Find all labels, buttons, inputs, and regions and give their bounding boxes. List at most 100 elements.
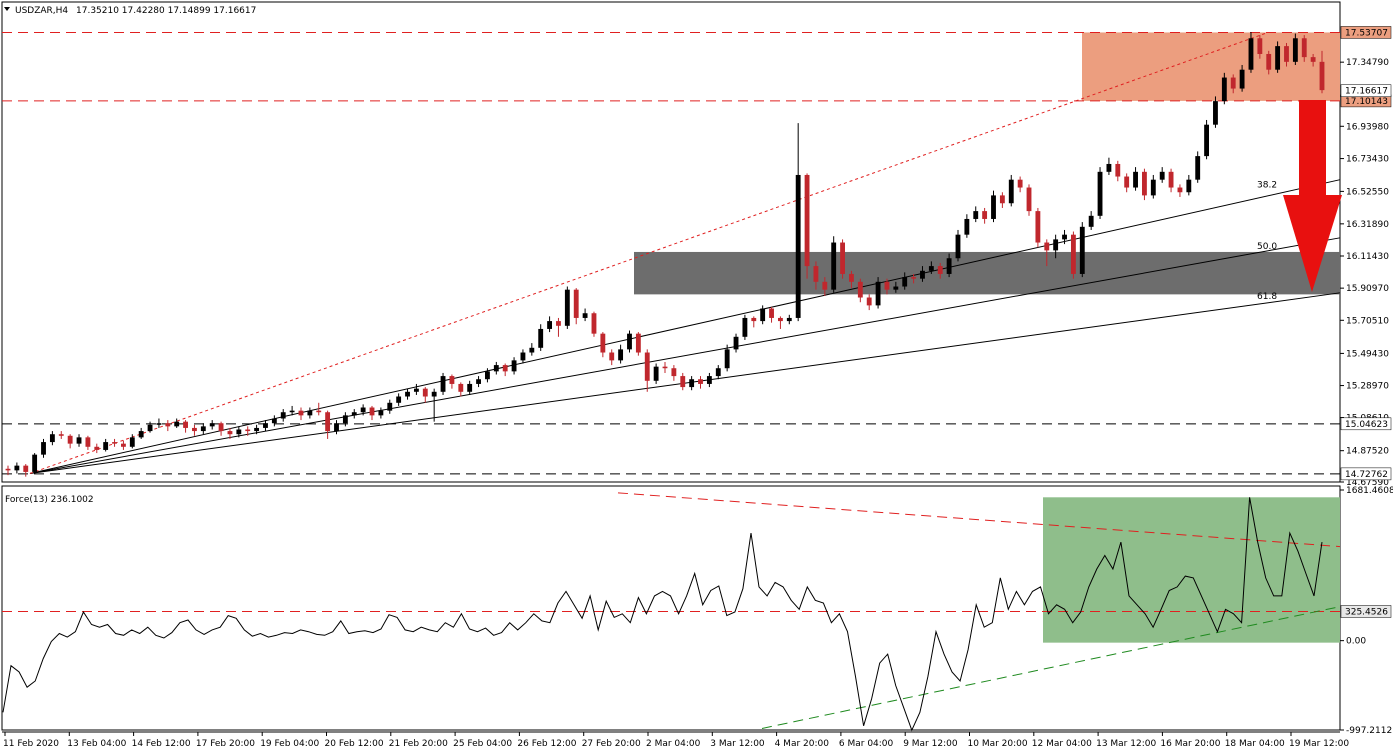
candle-body [271, 418, 277, 424]
candle [192, 424, 197, 436]
candle-body [1275, 46, 1281, 70]
candle-body [662, 366, 668, 369]
candle [1106, 157, 1112, 175]
candle-body [1248, 38, 1254, 70]
candle [254, 424, 260, 435]
candle-body [405, 391, 410, 397]
candle-body [689, 379, 695, 388]
candle [813, 261, 819, 290]
candle-body [573, 289, 579, 318]
candle-body [857, 281, 863, 298]
candle [1150, 174, 1156, 199]
candle [1159, 167, 1165, 183]
candle-body [1026, 187, 1032, 212]
symbol-dropdown-icon[interactable] [4, 7, 10, 11]
candle [458, 382, 464, 397]
candle-body [653, 366, 659, 381]
candle-body [1150, 179, 1156, 196]
candle [174, 418, 180, 428]
candle-body [911, 277, 917, 279]
candle [511, 357, 517, 375]
price-level-label: 17.53707 [1345, 28, 1388, 38]
candle [49, 431, 55, 446]
candle [671, 365, 677, 381]
price-level-tag [1340, 84, 1392, 97]
candle [866, 294, 872, 311]
candle [449, 374, 455, 389]
time-tick-label: 13 Feb 04:00 [67, 739, 126, 749]
time-tick-label: 27 Feb 20:00 [582, 739, 641, 749]
resistance-zone [1082, 32, 1340, 101]
candle-body [973, 211, 979, 219]
candle-body [866, 297, 872, 306]
down-arrow-head [1283, 195, 1342, 292]
candle [298, 407, 304, 421]
candle-body [76, 437, 82, 444]
force-level-tag [1340, 605, 1392, 618]
candle-body [49, 434, 55, 443]
candle [698, 376, 703, 389]
time-tick-label: 18 Mar 04:00 [1225, 739, 1285, 749]
candle [280, 409, 286, 422]
price-tick-label: 14.87520 [1346, 447, 1389, 457]
time-tick-label: 17 Feb 20:00 [196, 739, 255, 749]
candle [147, 421, 153, 433]
candle-body [120, 443, 126, 447]
candle [547, 316, 553, 333]
candle-body [156, 423, 162, 425]
candle [5, 465, 11, 476]
candle [156, 418, 162, 428]
candle [227, 427, 233, 439]
candle [618, 344, 624, 364]
candle-body [609, 352, 615, 361]
candle-body [982, 211, 988, 219]
candle-body [831, 242, 837, 290]
candle [129, 434, 135, 449]
candle [245, 426, 251, 436]
candle-body [1177, 187, 1183, 193]
candle [1204, 119, 1210, 160]
candle-body [1097, 171, 1103, 216]
candle [973, 206, 979, 223]
candle-body [777, 317, 783, 322]
time-tick-label: 6 Mar 04:00 [839, 739, 894, 749]
candle [1115, 160, 1121, 182]
candle [715, 365, 721, 380]
candle-body [1062, 234, 1067, 240]
candle-body [1319, 61, 1325, 91]
fib-fan-line [29, 237, 1341, 474]
candle-body [1159, 171, 1165, 180]
candle [1070, 231, 1076, 279]
candle [777, 316, 783, 329]
candle-body [564, 289, 570, 326]
price-level-tag [1340, 26, 1392, 39]
candle-body [724, 349, 730, 369]
candle [1292, 33, 1298, 65]
candle [378, 407, 384, 419]
candle [493, 361, 499, 375]
candle-body [760, 308, 766, 322]
force-line [2, 497, 1323, 732]
candle-body [147, 424, 153, 432]
candle-body [502, 365, 508, 372]
candle-body [1053, 239, 1059, 251]
candle [1310, 53, 1316, 67]
candle-body [786, 317, 792, 322]
candle [760, 305, 766, 325]
candle [991, 190, 996, 223]
candle-body [680, 376, 686, 388]
candle-body [263, 423, 268, 428]
candle-body [582, 313, 588, 318]
candle [822, 277, 828, 296]
candle [706, 372, 712, 388]
candle [1053, 234, 1059, 259]
candle-body [413, 388, 419, 392]
fib-fan-label: 38.2 [1257, 181, 1277, 191]
candle-body [1292, 38, 1298, 62]
candle [920, 266, 925, 282]
candle [1221, 72, 1227, 105]
candle [112, 438, 117, 447]
candle-body [360, 407, 366, 413]
candle [786, 314, 792, 325]
candle [1017, 176, 1023, 193]
